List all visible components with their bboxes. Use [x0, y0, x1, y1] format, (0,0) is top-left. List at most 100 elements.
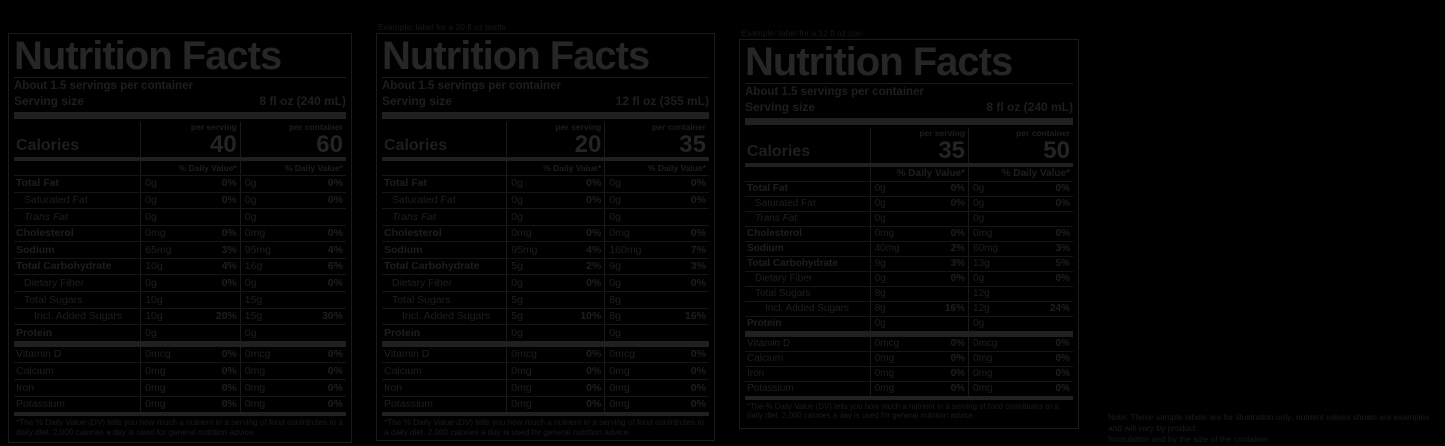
nutrient-row: Calcium 0mg 0% 0mg 0% [382, 363, 709, 381]
nutrient-name: Total Fat [384, 177, 427, 190]
nutrient-row: Total Carbohydrate 5g 2% 9g 3% [382, 258, 709, 276]
nutrition-facts-title: Nutrition Facts [382, 34, 650, 78]
per-container-cell: 0mcg 0% [968, 336, 1073, 351]
daily-value: 0% [327, 348, 343, 361]
nutrient-row: Protein 0g 0g [382, 325, 709, 347]
per-serving-cell: 0mg 0% [140, 380, 240, 396]
nutrient-name: Potassium [747, 382, 794, 394]
daily-value: 0% [586, 276, 602, 289]
daily-value: 0% [327, 364, 343, 377]
per-container-cell: 0g [239, 325, 346, 341]
per-container-cell: 0g [604, 325, 709, 341]
per-serving-cell: 0mg 0% [869, 351, 968, 366]
per-container-cell: 60mg 3% [968, 241, 1073, 256]
amount: 0mcg [609, 348, 636, 361]
amount: 0g [244, 210, 257, 223]
per-serving-cell: 0g 0% [506, 192, 604, 209]
nutrient-row: Sodium 40mg 2% 60mg 3% [745, 241, 1073, 257]
daily-value-header-row: % Daily Value*% Daily Value* [745, 166, 1073, 182]
servings-per-container: About 1.5 servings per container [14, 80, 193, 92]
calories-label: Calories [747, 142, 811, 160]
nutrient-row: Incl. Added Sugars 8g 16% 12g 24% [745, 301, 1073, 317]
per-serving-cell: 40mg 2% [869, 241, 968, 256]
nutrient-row: Total Sugars 5g 8g [382, 292, 709, 309]
calories-column: per serving 40 [140, 122, 240, 157]
nutrient-row: Saturated Fat 0g 0% 0g 0% [745, 196, 1073, 212]
label-caption: Example: label for a 20 fl oz bottle [378, 22, 507, 32]
daily-value-header: % Daily Value* [869, 166, 968, 181]
calories-value: 35 [679, 130, 706, 158]
nutrient-name: Calcium [384, 364, 422, 377]
per-container-cell: 0g 0% [604, 192, 709, 209]
nutrient-name: Dietary Fiber [392, 276, 453, 289]
amount: 0g [609, 276, 622, 289]
amount: 0g [145, 210, 157, 223]
daily-value-header-row: % Daily Value*% Daily Value* [14, 160, 346, 176]
daily-value: 7% [690, 243, 706, 256]
per-serving-cell: 0mg 0% [869, 366, 968, 381]
daily-value: 4% [327, 243, 343, 256]
per-container-cell: 15g 30% [239, 308, 346, 325]
per-serving-cell: 0mg 0% [869, 381, 968, 396]
per-serving-cell: 0mg 0% [140, 396, 240, 413]
amount: 0g [874, 212, 886, 224]
per-container-cell: 12g [968, 286, 1073, 301]
daily-value-header: % Daily Value* [968, 166, 1073, 181]
daily-value: 0% [221, 381, 237, 394]
amount: 0mg [511, 398, 532, 411]
nutrient-name: Saturated Fat [24, 194, 88, 206]
nutrient-name: Sodium [747, 242, 784, 254]
per-container-cell: 0mg 0% [604, 380, 709, 396]
daily-value: 0% [327, 177, 343, 190]
amount: 0g [874, 272, 886, 284]
amount: 0g [609, 194, 622, 206]
amount: 0mg [145, 381, 166, 394]
per-container-cell: 0mg 0% [604, 396, 709, 413]
column-header: per container [289, 122, 343, 133]
daily-value: 0% [327, 194, 343, 206]
amount: 0mg [511, 381, 532, 394]
nutrient-name: Trans Fat [755, 212, 798, 224]
nutrient-row: Trans Fat 0g 0g [382, 209, 709, 226]
amount: 95mg [244, 243, 272, 256]
per-serving-cell: 0g 0% [869, 181, 968, 196]
daily-value: 0% [690, 177, 706, 190]
amount: 0mg [244, 227, 266, 240]
amount: 0g [874, 317, 886, 329]
daily-value: 0% [690, 276, 706, 289]
amount: 160mg [609, 243, 642, 256]
per-serving-cell: 10g [140, 292, 240, 308]
daily-value: 0% [1055, 227, 1070, 239]
per-serving-cell: 0g 0% [140, 275, 240, 292]
daily-value: 3% [221, 243, 237, 256]
nutrient-name: Total Carbohydrate [16, 260, 112, 273]
per-serving-cell: 10g 4% [140, 258, 240, 275]
nutrient-row: Potassium 0mg 0% 0mg 0% [745, 381, 1073, 396]
per-container-cell: 160mg 7% [604, 242, 709, 258]
amount: 0g [244, 276, 257, 289]
per-container-cell: 0mg 0% [968, 381, 1073, 396]
nutrient-name: Protein [16, 326, 53, 339]
daily-value-header-row: % Daily Value*% Daily Value* [382, 160, 709, 176]
per-container-cell: 95mg 4% [239, 242, 346, 258]
nutrient-name: Incl. Added Sugars [34, 310, 123, 323]
per-serving-cell: 5g 10% [506, 308, 604, 325]
section-bar [745, 118, 1073, 126]
amount: 0g [511, 326, 523, 339]
daily-value: 0% [221, 177, 237, 190]
per-serving-cell: 8g 16% [869, 301, 968, 316]
amount: 0g [244, 177, 257, 190]
daily-value: 0% [690, 364, 706, 377]
daily-value: 0% [586, 177, 602, 190]
daily-value: 2% [586, 260, 602, 273]
daily-value-header: % Daily Value* [140, 160, 240, 175]
per-container-cell: 9g 3% [604, 258, 709, 275]
nutrient-name: Sodium [16, 243, 55, 256]
amount: 8g [609, 310, 622, 323]
amount: 0mg [973, 227, 993, 239]
amount: 0mg [609, 227, 630, 240]
per-serving-cell: 0g [869, 316, 968, 331]
per-serving-cell: 0g [506, 325, 604, 341]
amount: 8g [609, 293, 622, 306]
